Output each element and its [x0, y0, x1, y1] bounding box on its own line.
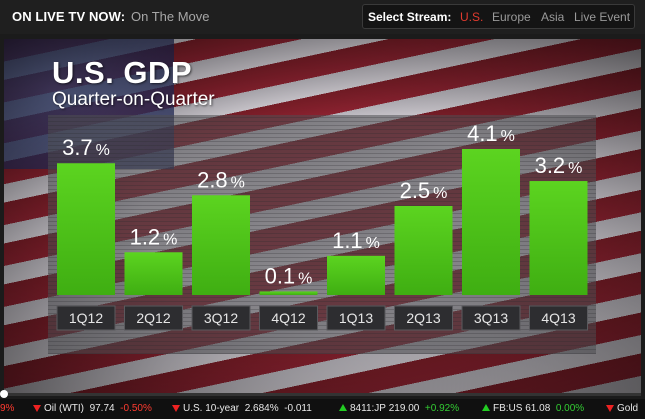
- ticker-value: 2.684%: [245, 403, 279, 414]
- value-label-3Q12: 2.8%: [197, 167, 245, 192]
- bar-2Q13: [395, 206, 453, 295]
- value-label-2Q13: 2.5%: [400, 178, 448, 203]
- value-label-1Q13: 1.1%: [332, 228, 380, 253]
- value-label-3Q13: 4.1%: [467, 121, 515, 146]
- ticker-change: -0.011: [284, 403, 312, 414]
- value-label-4Q12: 0.1%: [265, 263, 313, 288]
- down-arrow-icon: [33, 405, 41, 412]
- ticker-symbol: Gold: [617, 403, 638, 414]
- x-tick-label-3Q13: 3Q13: [474, 310, 508, 326]
- x-tick-label-1Q12: 1Q12: [69, 310, 103, 326]
- ticker-item[interactable]: 9%: [0, 403, 14, 414]
- ticker-symbol: U.S. 10-year: [183, 403, 239, 414]
- video-progress-track[interactable]: [4, 393, 641, 396]
- ticker-symbol: 8411:JP: [350, 403, 386, 414]
- value-label-2Q12: 1.2%: [130, 224, 178, 249]
- ticker-value: 61.08: [525, 403, 550, 414]
- x-tick-label-2Q13: 2Q13: [406, 310, 440, 326]
- bar-1Q12: [57, 163, 115, 295]
- stream-option-live-event[interactable]: Live Event: [574, 10, 630, 24]
- bar-4Q12: [260, 291, 318, 295]
- gdp-bar-chart: 3.7 % 1.2 % 2.8 % 0.1 % 1.1 % 2.5 % 4.1 % 3.2% 1Q12 2Q1…: [4, 39, 641, 393]
- ticker-value: 97.74: [90, 403, 115, 414]
- market-ticker: 9% Oil (WTI) 97.74 -0.50% U.S. 10-year 2…: [0, 399, 645, 419]
- current-show-link[interactable]: On The Move: [131, 9, 210, 24]
- ticker-symbol: Oil (WTI): [44, 403, 84, 414]
- value-label-4Q13: 3.2%: [535, 153, 583, 178]
- x-tick-label-1Q13: 1Q13: [339, 310, 373, 326]
- stream-option-asia[interactable]: Asia: [541, 10, 564, 24]
- ticker-item[interactable]: U.S. 10-year 2.684% -0.011: [172, 403, 312, 414]
- up-arrow-icon: [482, 404, 490, 411]
- stream-option-us[interactable]: U.S.: [460, 10, 483, 24]
- down-arrow-icon: [606, 405, 614, 412]
- up-arrow-icon: [339, 404, 347, 411]
- video-progress-handle[interactable]: [0, 390, 8, 398]
- ticker-symbol: FB:US: [493, 403, 522, 414]
- ticker-change: -0.50%: [120, 403, 152, 414]
- ticker-item[interactable]: 8411:JP 219.00 +0.92%: [339, 403, 459, 414]
- value-label-1Q12: 3.7%: [62, 135, 110, 160]
- bar-4Q13: [530, 181, 588, 295]
- x-tick-label-4Q12: 4Q12: [271, 310, 305, 326]
- stream-selector-label: Select Stream:: [368, 10, 451, 24]
- bar-2Q12: [125, 252, 183, 295]
- x-tick-label-3Q12: 3Q12: [204, 310, 238, 326]
- ticker-item[interactable]: Oil (WTI) 97.74 -0.50%: [33, 403, 152, 414]
- live-tv-player: ON LIVE TV NOW: On The Move Select Strea…: [0, 0, 645, 419]
- x-tick-label-2Q12: 2Q12: [136, 310, 170, 326]
- stream-option-europe[interactable]: Europe: [492, 10, 531, 24]
- bar-3Q13: [462, 149, 520, 295]
- down-arrow-icon: [172, 405, 180, 412]
- stream-selector: Select Stream: U.S. Europe Asia Live Eve…: [362, 4, 635, 29]
- bar-3Q12: [192, 195, 250, 295]
- ticker-item[interactable]: FB:US 61.08 0.00%: [482, 403, 584, 414]
- ticker-value: 219.00: [389, 403, 420, 414]
- live-tv-label: ON LIVE TV NOW:: [12, 9, 125, 24]
- bar-1Q13: [327, 256, 385, 295]
- ticker-item[interactable]: Gold: [606, 403, 638, 414]
- top-bar: ON LIVE TV NOW: On The Move Select Strea…: [0, 0, 645, 34]
- x-tick-label-4Q13: 4Q13: [541, 310, 575, 326]
- ticker-change: 0.00%: [556, 403, 584, 414]
- ticker-change: 9%: [0, 403, 14, 414]
- ticker-change: +0.92%: [425, 403, 459, 414]
- video-frame[interactable]: U.S. GDP Quarter-on-Quarter 3.7% 1.2% 2.8%…: [4, 39, 641, 393]
